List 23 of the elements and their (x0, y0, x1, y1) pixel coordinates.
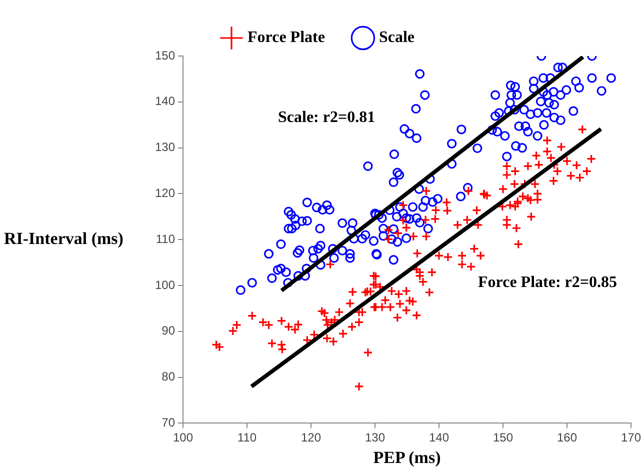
y-tick-label: 100 (154, 278, 176, 292)
annotation: Scale: r2=0.81 (278, 109, 376, 126)
x-tick-label: 140 (428, 430, 450, 445)
y-tick-label: 150 (154, 48, 176, 62)
y-axis-title: RI-Interval (ms) (4, 228, 124, 248)
x-tick-label: 110 (237, 430, 257, 445)
annotation: Force Plate: r2=0.85 (478, 274, 617, 292)
x-tick-label: 100 (172, 430, 194, 445)
x-tick-label: 170 (620, 430, 642, 445)
legend-label: Scale (378, 29, 414, 46)
x-tick-label: 120 (300, 430, 322, 445)
x-tick-label: 130 (364, 430, 386, 445)
legend-label: Force Plate (248, 29, 325, 46)
y-tick-label: 70 (162, 416, 176, 430)
y-tick-label: 120 (154, 186, 176, 200)
y-tick-label: 110 (156, 232, 176, 246)
y-tick-label: 80 (162, 370, 176, 384)
y-tick-label: 130 (154, 140, 176, 154)
x-axis-title: PEP (ms) (373, 448, 441, 468)
y-tick-label: 90 (162, 324, 176, 338)
y-tick-label: 140 (154, 94, 176, 108)
x-tick-label: 160 (556, 430, 578, 445)
x-tick-label: 150 (492, 430, 514, 445)
